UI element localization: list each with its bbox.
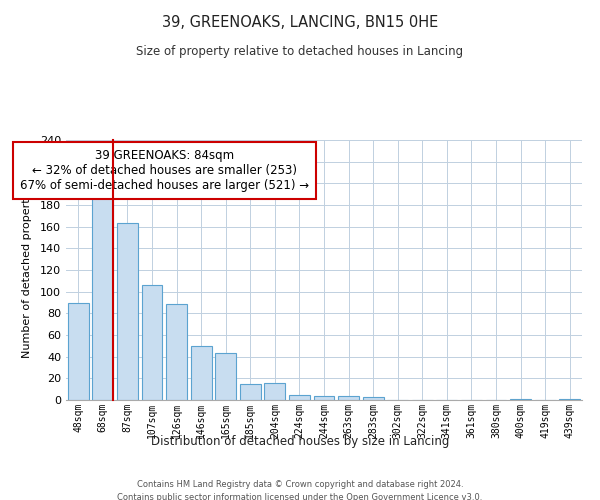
- Bar: [117, 224, 138, 400]
- Bar: [142, 285, 163, 400]
- Bar: [166, 304, 187, 400]
- Text: Size of property relative to detached houses in Lancing: Size of property relative to detached ho…: [136, 45, 464, 58]
- Bar: [338, 396, 359, 400]
- Bar: [215, 354, 236, 400]
- Bar: [68, 302, 89, 400]
- Y-axis label: Number of detached properties: Number of detached properties: [22, 182, 32, 358]
- Bar: [289, 394, 310, 400]
- Bar: [240, 384, 261, 400]
- Bar: [314, 396, 334, 400]
- Bar: [559, 399, 580, 400]
- Bar: [362, 397, 383, 400]
- Bar: [92, 184, 113, 400]
- Text: 39 GREENOAKS: 84sqm
← 32% of detached houses are smaller (253)
67% of semi-detac: 39 GREENOAKS: 84sqm ← 32% of detached ho…: [20, 148, 309, 192]
- Bar: [191, 346, 212, 400]
- Text: Contains HM Land Registry data © Crown copyright and database right 2024.
Contai: Contains HM Land Registry data © Crown c…: [118, 480, 482, 500]
- Text: Distribution of detached houses by size in Lancing: Distribution of detached houses by size …: [151, 435, 449, 448]
- Bar: [510, 399, 531, 400]
- Bar: [265, 382, 286, 400]
- Text: 39, GREENOAKS, LANCING, BN15 0HE: 39, GREENOAKS, LANCING, BN15 0HE: [162, 15, 438, 30]
